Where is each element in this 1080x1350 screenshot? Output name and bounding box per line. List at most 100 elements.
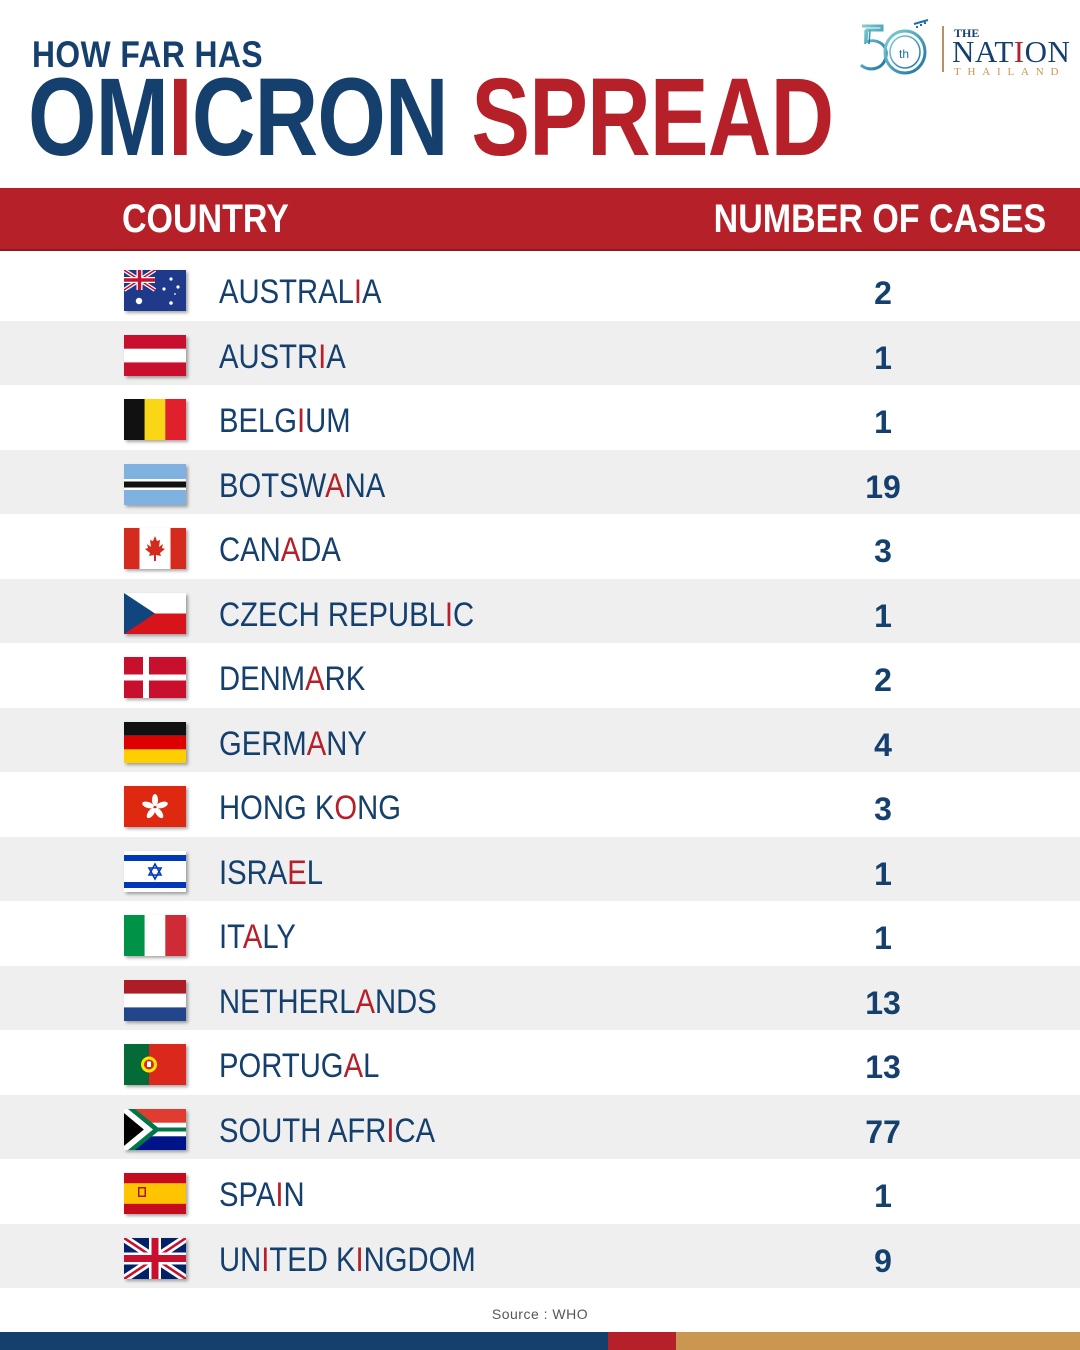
logo-nation-i: I — [1013, 34, 1025, 69]
case-count: 1 — [874, 920, 892, 956]
country-name-highlight: A — [280, 531, 301, 569]
source-note: Source : WHO — [491, 1306, 589, 1322]
country-name-part: BELG — [219, 402, 298, 440]
logo-nation: NATION — [952, 34, 1070, 70]
country-name-part: LY — [262, 918, 296, 956]
country-name-part: SPA — [219, 1176, 276, 1214]
country-name-part: NETHERL — [219, 982, 356, 1021]
logo-nation-post: ON — [1024, 34, 1071, 69]
country-name-part: NG — [357, 789, 401, 827]
country-name-highlight: I — [355, 1240, 364, 1279]
table-row: CANADA 3 — [0, 514, 1080, 579]
country-name: UNITED KINGDOM — [219, 1241, 476, 1280]
nation-thailand-logo: th THE NATION THAILAND — [858, 18, 1072, 80]
country-name-highlight: I — [444, 595, 453, 634]
country-name: AUSTRIA — [219, 338, 346, 377]
country-name-part: A — [326, 337, 346, 376]
table-row: DENMARK 2 — [0, 643, 1080, 708]
title-part-spread: SPREAD — [471, 56, 834, 179]
case-count: 2 — [874, 275, 892, 311]
germany-flag-icon — [124, 721, 186, 763]
country-name-part: TED K — [269, 1240, 356, 1279]
country-name-part: N — [283, 1176, 305, 1214]
belgium-flag-icon — [124, 399, 186, 440]
case-count: 13 — [865, 984, 901, 1021]
country-name: SOUTH AFRICA — [219, 1112, 435, 1151]
title-part: CRON — [191, 56, 449, 179]
country-name-part: L — [306, 853, 324, 892]
country-name: HONG KONG — [219, 789, 401, 828]
column-header-cases: NUMBER OF CASES — [713, 197, 1046, 241]
country-name: PORTUGAL — [219, 1047, 379, 1086]
case-count: 1 — [874, 339, 892, 376]
country-name-part: UN — [219, 1240, 262, 1279]
page-title: OMICRON SPREAD — [28, 60, 834, 176]
country-name-highlight: A — [242, 918, 263, 956]
case-count: 19 — [865, 468, 901, 505]
case-count: 1 — [874, 404, 892, 440]
column-header-country: COUNTRY — [122, 197, 289, 241]
table-row: CZECH REPUBLIC 1 — [0, 578, 1080, 643]
hong-kong-flag-icon — [124, 786, 186, 827]
country-name-part: A — [362, 273, 382, 311]
case-count: 1 — [874, 1178, 892, 1214]
country-name-highlight: A — [325, 466, 345, 505]
country-name-part: AUSTRAL — [219, 273, 354, 311]
botswana-flag-icon — [124, 463, 186, 505]
logo-nation-pre: NAT — [952, 34, 1014, 69]
case-count: 1 — [874, 855, 892, 892]
israel-flag-icon — [124, 850, 186, 892]
case-count: 3 — [874, 533, 892, 569]
czech-flag-icon — [124, 592, 186, 634]
case-count: 3 — [874, 791, 892, 827]
table-row: BOTSWANA 19 — [0, 449, 1080, 514]
table-row: BELGIUM 1 — [0, 385, 1080, 450]
spain-flag-icon — [124, 1173, 186, 1214]
country-name-part: PORTUG — [219, 1047, 344, 1085]
country-name-part: IT — [219, 918, 243, 956]
south-africa-flag-icon — [124, 1108, 186, 1150]
country-name: AUSTRALIA — [219, 273, 382, 312]
country-name-highlight: I — [386, 1111, 395, 1150]
country-name-part: C — [452, 595, 475, 634]
country-name-part: L — [363, 1047, 380, 1085]
country-name: ISRAEL — [219, 854, 323, 893]
table-row: HONG KONG 3 — [0, 772, 1080, 837]
title-part-highlight: I — [168, 56, 192, 179]
logo-thailand: THAILAND — [954, 66, 1066, 78]
country-name-part: DA — [300, 531, 341, 569]
country-name-part: HONG K — [219, 789, 335, 827]
country-name-highlight: A — [305, 660, 325, 698]
country-name: SPAIN — [219, 1176, 305, 1215]
country-name-highlight: I — [318, 337, 327, 376]
table-row: UNITED KINGDOM 9 — [0, 1223, 1080, 1288]
country-name-part: BOTSW — [219, 466, 326, 505]
country-name-highlight: O — [334, 789, 358, 827]
country-name-part: AUSTR — [219, 337, 319, 376]
country-name-part: CA — [394, 1111, 436, 1150]
country-name-highlight: A — [355, 982, 375, 1021]
country-name: BOTSWANA — [219, 467, 385, 506]
country-name-highlight: I — [261, 1240, 270, 1279]
fifty-years-badge-icon: th — [859, 19, 929, 75]
table-row: SOUTH AFRICA 77 — [0, 1094, 1080, 1159]
country-name-part: RK — [324, 660, 366, 698]
country-name: CZECH REPUBLIC — [219, 596, 474, 635]
table-row: NETHERLANDS 13 — [0, 965, 1080, 1030]
table-row: ITALY 1 — [0, 901, 1080, 966]
country-name-part: NA — [344, 466, 386, 505]
country-name: BELGIUM — [219, 402, 351, 441]
footer-stripe-navy — [0, 1332, 608, 1350]
country-name-part: NDS — [374, 982, 437, 1021]
country-name: GERMANY — [219, 725, 367, 764]
netherlands-flag-icon — [124, 979, 186, 1021]
country-name: CANADA — [219, 531, 341, 570]
portugal-flag-icon — [124, 1044, 186, 1085]
country-name-part: NY — [326, 724, 367, 763]
country-name-highlight: I — [275, 1176, 284, 1214]
country-name-highlight: E — [287, 853, 307, 892]
country-name-highlight: I — [353, 273, 363, 311]
table-row: AUSTRIA 1 — [0, 320, 1080, 385]
case-count: 2 — [874, 662, 892, 698]
anniversary-suffix: th — [899, 47, 909, 61]
